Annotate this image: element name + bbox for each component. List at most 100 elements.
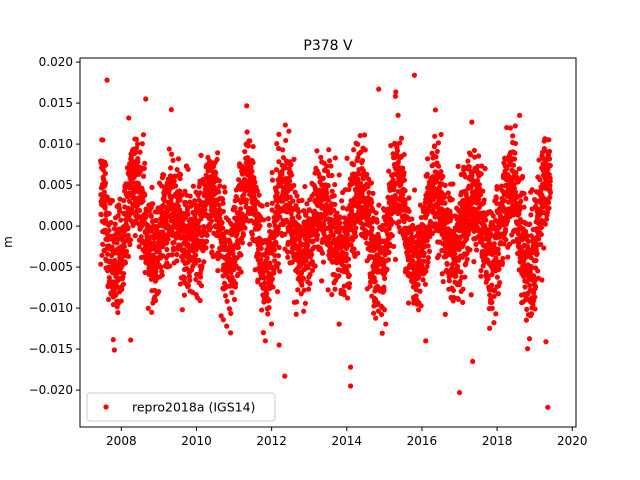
data-point [100, 137, 106, 143]
data-point [135, 159, 141, 165]
data-point [133, 218, 139, 224]
data-point [418, 303, 424, 309]
data-points [98, 72, 554, 410]
data-point [538, 224, 544, 231]
data-point [416, 274, 422, 280]
data-point [182, 275, 188, 281]
data-point [357, 180, 364, 186]
data-point [296, 209, 302, 215]
data-point [495, 250, 502, 257]
data-point [303, 211, 309, 217]
data-point [357, 133, 363, 139]
data-point [110, 301, 116, 308]
data-point [106, 275, 112, 281]
data-point [234, 255, 240, 261]
data-point [359, 158, 366, 164]
data-point [534, 250, 540, 256]
data-point [529, 206, 535, 212]
data-point [432, 107, 439, 113]
data-point [433, 154, 439, 160]
data-point [502, 226, 509, 233]
data-point [171, 178, 177, 184]
data-point [325, 287, 331, 293]
data-point [291, 182, 297, 189]
data-point [297, 224, 303, 230]
data-point [350, 162, 357, 168]
data-point [386, 226, 392, 232]
data-point [101, 247, 108, 253]
data-point [372, 278, 378, 285]
data-point [346, 263, 352, 269]
data-point [455, 163, 461, 169]
data-point [424, 171, 430, 177]
data-point [373, 315, 379, 321]
data-point [524, 306, 530, 312]
data-point [208, 224, 214, 230]
data-point [243, 197, 250, 203]
data-point [410, 258, 416, 264]
data-point [106, 210, 112, 217]
data-point [429, 230, 435, 237]
legend: repro2018a (IGS14) [86, 392, 276, 422]
data-point [355, 176, 361, 182]
data-point [464, 256, 470, 262]
data-point [508, 189, 514, 195]
data-point [209, 243, 215, 250]
data-point [489, 299, 495, 305]
data-point [309, 267, 316, 273]
data-point [402, 188, 408, 194]
data-point [170, 157, 176, 163]
data-point [517, 112, 523, 118]
data-point [410, 234, 416, 240]
data-point [187, 277, 193, 283]
data-point [160, 229, 166, 235]
data-point [276, 244, 282, 251]
data-point [304, 201, 310, 207]
data-point [406, 208, 412, 214]
data-point [201, 259, 207, 265]
data-point [128, 237, 134, 243]
data-point [442, 311, 448, 317]
data-point [532, 306, 538, 312]
data-point [183, 200, 189, 206]
data-point [497, 279, 503, 286]
data-point [187, 193, 193, 199]
data-point [438, 168, 444, 175]
data-point [376, 202, 382, 208]
legend-marker [103, 404, 109, 410]
data-point [119, 286, 125, 292]
data-point [249, 168, 255, 174]
data-point [123, 248, 130, 254]
data-point [314, 236, 320, 242]
data-point [310, 238, 316, 244]
data-point [295, 287, 301, 293]
data-point [308, 252, 315, 258]
data-point [435, 163, 442, 169]
data-point [405, 300, 412, 306]
data-point [281, 221, 287, 228]
data-point [422, 281, 429, 287]
data-point [136, 181, 142, 188]
data-point [204, 238, 210, 244]
x-tick-label: 2012 [256, 434, 287, 448]
data-point [167, 263, 173, 269]
data-point [103, 162, 109, 168]
data-point [164, 246, 170, 253]
data-point [385, 194, 391, 200]
data-point [203, 245, 209, 251]
data-point [240, 232, 246, 238]
data-point [329, 188, 335, 194]
data-point [478, 273, 484, 279]
data-point [294, 299, 300, 305]
data-point [541, 245, 547, 251]
data-point [125, 253, 132, 260]
data-point [547, 190, 554, 196]
data-point [361, 132, 368, 138]
data-point [179, 192, 185, 198]
data-point [477, 192, 483, 198]
data-point [547, 194, 553, 200]
data-point [344, 295, 351, 301]
data-point [491, 288, 498, 294]
data-point [450, 181, 456, 187]
